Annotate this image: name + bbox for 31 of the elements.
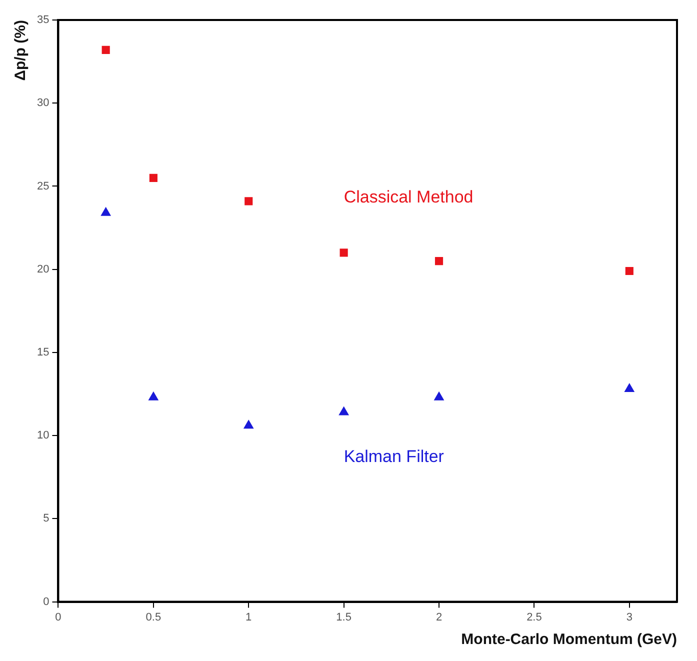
y-tick-label: 0 — [43, 596, 50, 608]
x-axis-title: Monte-Carlo Momentum (GeV) — [461, 631, 677, 648]
x-tick-label: 2.5 — [526, 611, 542, 624]
y-axis-title: Δp/p (%) — [12, 20, 30, 81]
point — [102, 46, 110, 54]
y-tick-label: 5 — [43, 512, 50, 525]
point — [338, 406, 349, 416]
point — [434, 392, 444, 400]
y-tick-label: 35 — [36, 14, 50, 26]
x-tick-label: 1 — [246, 611, 252, 624]
point — [148, 392, 158, 400]
point — [149, 174, 158, 182]
y-tick-label: 30 — [36, 97, 50, 110]
point — [625, 266, 634, 276]
series-label: Kalman Filter — [344, 446, 444, 466]
x-tick-label: 0 — [55, 611, 62, 624]
x-tick-label: 2 — [436, 611, 442, 624]
point — [244, 197, 253, 206]
point — [244, 420, 254, 429]
x-tick-label: 1.5 — [336, 611, 352, 624]
y-tick-label: 15 — [36, 346, 50, 358]
x-tick-label: 0.5 — [146, 611, 162, 624]
point — [340, 248, 348, 257]
text: Classical Method — [344, 187, 474, 206]
point — [101, 207, 111, 216]
point — [624, 384, 634, 392]
y-tick-label: 25 — [36, 180, 50, 192]
x-tick-label: 3 — [626, 611, 632, 624]
point — [434, 256, 444, 266]
y-tick-label: 20 — [36, 263, 50, 276]
y-tick-label: 10 — [36, 430, 50, 442]
